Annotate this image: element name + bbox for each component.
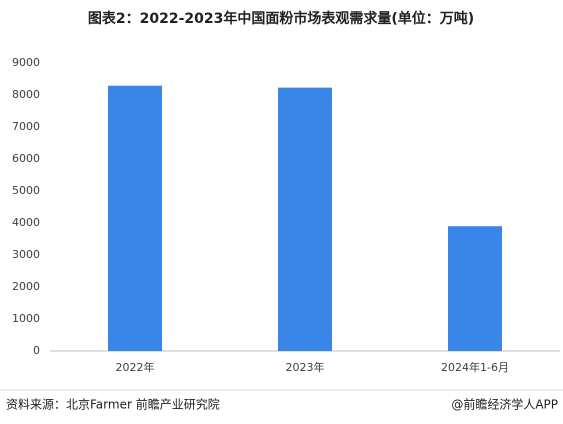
y-tick-label: 0: [33, 344, 40, 357]
y-tick-label: 5000: [12, 184, 40, 197]
bar: [278, 87, 332, 351]
y-tick-label: 4000: [12, 216, 40, 229]
bar: [108, 85, 162, 351]
y-tick-label: 1000: [12, 312, 40, 325]
bar: [448, 226, 502, 351]
credit-note: @前瞻经济学人APP: [451, 397, 558, 412]
y-tick-label: 3000: [12, 248, 40, 261]
y-tick-label: 7000: [12, 120, 40, 133]
chart-title: 图表2：2022-2023年中国面粉市场表观需求量(单位：万吨): [88, 10, 474, 27]
x-tick-label: 2024年1-6月: [441, 360, 509, 374]
y-tick-label: 8000: [12, 88, 40, 101]
y-tick-label: 9000: [12, 56, 40, 69]
x-tick-label: 2023年: [286, 360, 325, 374]
source-note: 资料来源：北京Farmer 前瞻产业研究院: [6, 397, 220, 412]
y-tick-label: 6000: [12, 152, 40, 165]
y-tick-label: 2000: [12, 280, 40, 293]
x-tick-label: 2022年: [116, 360, 155, 374]
